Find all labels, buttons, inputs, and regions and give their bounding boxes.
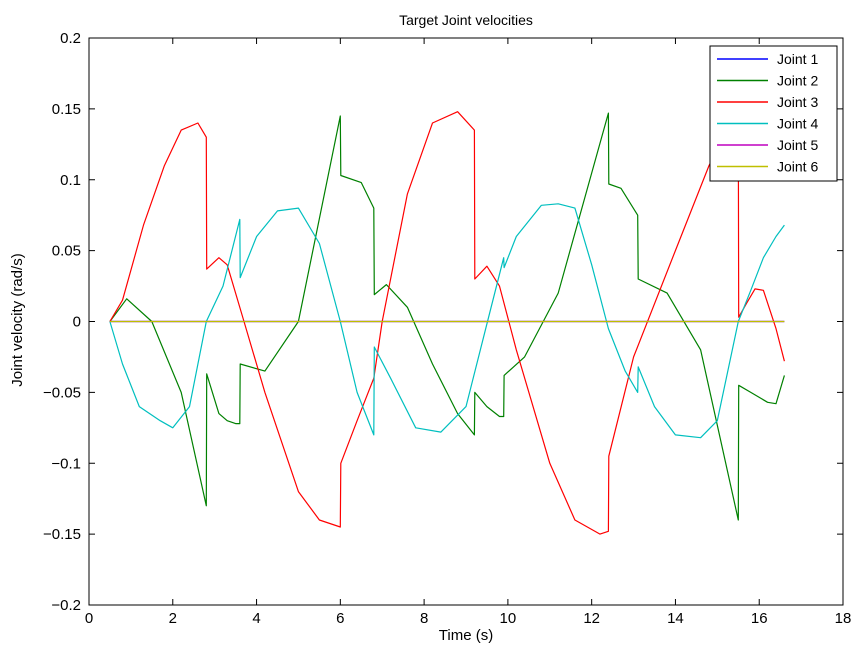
y-tick-label: 0.1 bbox=[60, 172, 81, 189]
y-tick-label: −0.1 bbox=[51, 455, 81, 472]
x-tick-label: 16 bbox=[751, 610, 768, 627]
x-tick-label: 6 bbox=[336, 610, 344, 627]
legend-label: Joint 4 bbox=[777, 116, 818, 132]
x-axis-label: Time (s) bbox=[439, 627, 493, 644]
series-line-joint-3 bbox=[109, 111, 785, 535]
y-tick-label: −0.2 bbox=[51, 597, 81, 614]
y-tick-label: 0 bbox=[73, 314, 81, 331]
y-tick-label: −0.15 bbox=[43, 526, 81, 543]
x-tick-label: 0 bbox=[85, 610, 93, 627]
legend-label: Joint 1 bbox=[777, 51, 818, 67]
legend-label: Joint 3 bbox=[777, 94, 818, 110]
y-tick-label: −0.05 bbox=[43, 384, 81, 401]
x-tick-label: 4 bbox=[252, 610, 260, 627]
chart-title: Target Joint velocities bbox=[399, 12, 533, 28]
series-line-joint-4 bbox=[109, 203, 785, 439]
legend-label: Joint 6 bbox=[777, 159, 818, 175]
series-line-joint-2 bbox=[109, 112, 785, 521]
x-tick-label: 12 bbox=[583, 610, 600, 627]
x-tick-label: 2 bbox=[169, 610, 177, 627]
legend: Joint 1 Joint 2 Joint 3 Joint 4 Joint 5 Joint… bbox=[709, 45, 838, 182]
series-layer bbox=[109, 111, 785, 535]
x-tick-label: 18 bbox=[835, 610, 852, 627]
y-tick-label: 0.2 bbox=[60, 30, 81, 47]
y-tick-label: 0.05 bbox=[52, 243, 81, 260]
legend-label: Joint 5 bbox=[777, 137, 818, 153]
y-tick-label: 0.15 bbox=[52, 101, 81, 118]
x-tick-label: 10 bbox=[500, 610, 517, 627]
ticks-layer: 0 2 4 6 8 10 12 14 16 18 −0.2 −0.15 −0.1 −0.05 0 0.05 0.… bbox=[43, 30, 851, 627]
legend-box bbox=[709, 45, 838, 182]
y-axis-label: Joint velocity (rad/s) bbox=[9, 253, 26, 386]
legend-label: Joint 2 bbox=[777, 73, 818, 89]
x-tick-label: 8 bbox=[420, 610, 428, 627]
x-tick-label: 14 bbox=[667, 610, 684, 627]
